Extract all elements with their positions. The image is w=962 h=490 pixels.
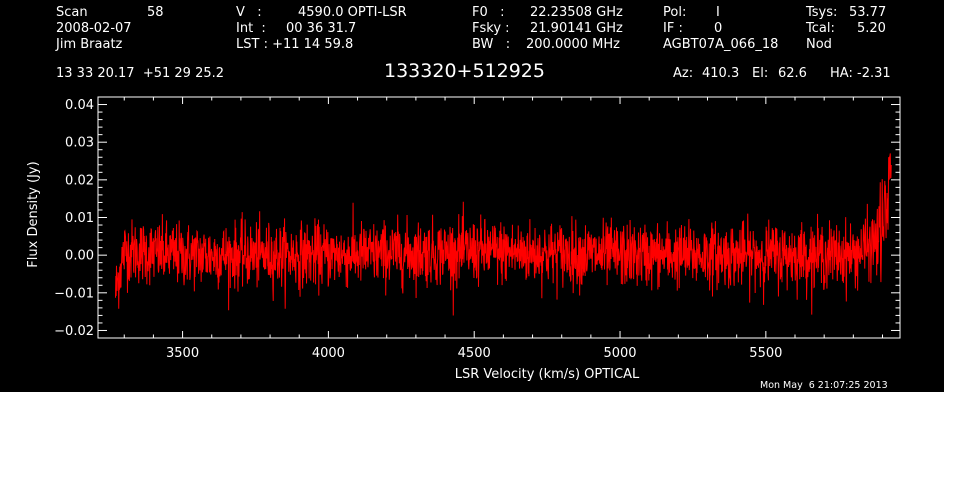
source-name: 133320+512925 <box>384 60 545 82</box>
f0-label: F0 : <box>472 5 505 20</box>
lst-label: LST : +11 14 59.8 <box>236 37 354 52</box>
velocity-label: V : <box>236 5 262 20</box>
if-label: IF : <box>663 21 683 36</box>
tcal-label: Tcal: <box>806 21 835 36</box>
fsky-label: Fsky : <box>472 21 510 36</box>
y-tick-label: 0.01 <box>65 211 94 226</box>
x-axis-label: LSR Velocity (km/s) OPTICAL <box>455 367 640 382</box>
source-coordinates: 13 33 20.17 +51 29 25.2 <box>56 66 225 81</box>
tsys-label: Tsys: <box>806 5 838 20</box>
ha-value: -2.31 <box>857 66 891 81</box>
tcal-value: 5.20 <box>857 21 886 36</box>
pol-value: I <box>716 5 720 20</box>
scan-label: Scan <box>56 5 88 20</box>
x-tick-label: 3500 <box>166 346 199 361</box>
bw-label: BW : <box>472 37 511 52</box>
spectrum-chart: 3500 4000 4500 5000 5500 −0.02 −0.01 0.00 0.01 0.… <box>26 96 901 382</box>
az-value: 410.3 <box>702 66 740 81</box>
el-value: 62.6 <box>778 66 807 81</box>
x-tick-label: 5500 <box>749 346 782 361</box>
if-value: 0 <box>714 21 723 36</box>
plot-panel: Scan 58 2008-02-07 Jim Braatz V : 4590.0… <box>0 0 944 392</box>
project-id: AGBT07A_066_18 <box>663 37 779 52</box>
y-tick-label: −0.02 <box>54 324 94 339</box>
pol-label: Pol: <box>663 5 687 20</box>
bw-value: 200.0000 MHz <box>526 37 620 52</box>
obs-date: 2008-02-07 <box>56 21 132 36</box>
y-tick-label: 0.04 <box>65 98 94 113</box>
spectrum-trace <box>115 153 892 316</box>
y-tick-label: −0.01 <box>54 286 94 301</box>
scan-value: 58 <box>147 5 164 20</box>
x-tick-label: 5000 <box>603 346 636 361</box>
int-value: 00 36 31.7 <box>286 21 357 36</box>
az-label: Az: <box>673 66 694 81</box>
fsky-value: 21.90141 GHz <box>530 21 623 36</box>
int-label: Int : <box>236 21 266 36</box>
tsys-value: 53.77 <box>849 5 887 20</box>
plot-timestamp: Mon May 6 21:07:25 2013 <box>760 380 888 391</box>
procedure: Nod <box>806 37 832 52</box>
y-tick-label: 0.00 <box>65 249 94 264</box>
plot-frame <box>97 96 901 339</box>
y-tick-label: 0.02 <box>65 173 94 188</box>
el-label: El: <box>752 66 769 81</box>
y-axis-label: Flux Density (Jy) <box>26 161 41 267</box>
x-tick-label: 4000 <box>312 346 345 361</box>
y-tick-label: 0.03 <box>65 136 94 151</box>
velocity-value: 4590.0 OPTI-LSR <box>298 5 407 20</box>
ha-label: HA: <box>830 66 853 81</box>
observer: Jim Braatz <box>56 37 123 52</box>
f0-value: 22.23508 GHz <box>530 5 623 20</box>
x-tick-label: 4500 <box>458 346 491 361</box>
